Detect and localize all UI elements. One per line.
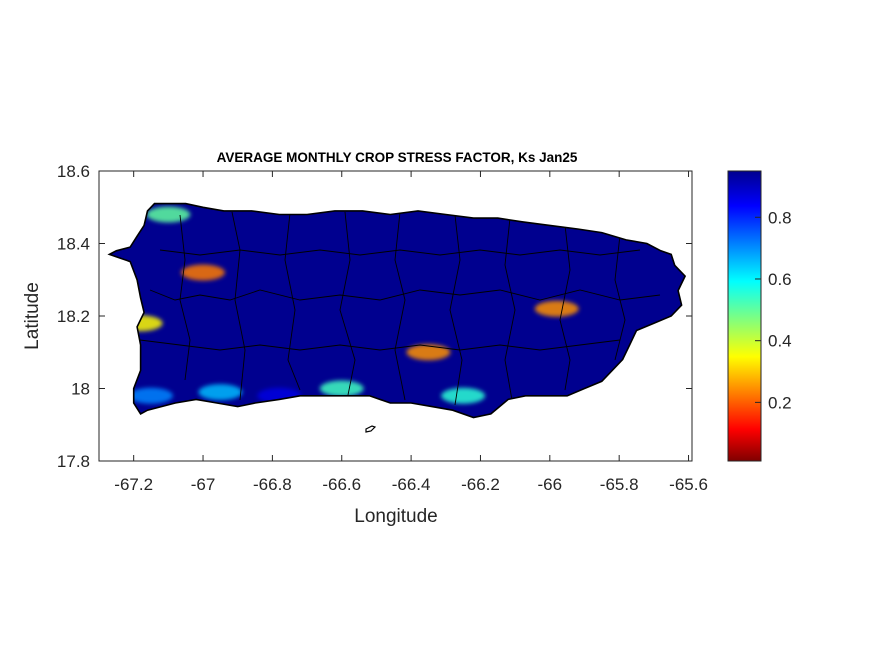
stress-hotspot xyxy=(146,206,191,223)
offshore-islet xyxy=(365,425,377,433)
y-tick-label: 18.6 xyxy=(57,162,90,181)
municipal-boundary xyxy=(394,211,406,401)
colorbar-ticks: 0.2 0.4 0.6 0.8 xyxy=(755,208,792,412)
stress-hotspots xyxy=(118,206,579,404)
y-axis: 17.8 18 18.2 18.4 18.6 xyxy=(57,162,692,471)
colorbar-gradient xyxy=(727,170,762,462)
municipal-boundary xyxy=(149,289,661,301)
colorbar-tick-label: 0.8 xyxy=(768,208,792,227)
x-tick-label: -66.2 xyxy=(461,475,500,494)
stress-hotspot xyxy=(406,344,451,361)
y-axis-label: Latitude xyxy=(22,282,43,350)
y-tick-label: 18.4 xyxy=(57,235,90,254)
municipal-boundary xyxy=(559,224,571,391)
stress-hotspot xyxy=(129,387,174,404)
municipal-boundary xyxy=(139,339,621,351)
municipal-boundary xyxy=(231,211,246,401)
x-tick-label: -67.2 xyxy=(114,475,153,494)
municipal-boundaries xyxy=(139,211,661,406)
y-tick-label: 18.2 xyxy=(57,307,90,326)
chart-title: AVERAGE MONTHLY CROP STRESS FACTOR, Ks J… xyxy=(217,150,578,165)
x-tick-label: -65.8 xyxy=(600,475,639,494)
municipal-boundary xyxy=(284,212,301,391)
municipal-boundary xyxy=(339,211,356,396)
colorbar-tick-label: 0.2 xyxy=(768,393,792,412)
x-tick-label: -65.6 xyxy=(669,475,708,494)
island-map xyxy=(107,202,687,433)
stress-hotspot xyxy=(319,380,364,397)
island-base-layer xyxy=(109,203,686,418)
municipal-boundary xyxy=(449,214,463,406)
stress-hotspot xyxy=(441,387,486,404)
colorbar-tick-label: 0.4 xyxy=(768,332,792,351)
x-tick-label: -66.6 xyxy=(322,475,361,494)
stress-hotspot xyxy=(181,264,226,281)
x-axis: -67.2 -67 -66.8 -66.6 -66.4 -66.2 -66 -65.8 -65.… xyxy=(114,171,708,494)
island-coastline xyxy=(107,202,687,419)
stress-hotspot xyxy=(534,300,579,317)
x-tick-label: -66 xyxy=(538,475,563,494)
y-tick-label: 18 xyxy=(71,380,90,399)
municipal-boundary xyxy=(504,217,516,401)
y-tick-label: 17.8 xyxy=(57,452,90,471)
x-tick-label: -67 xyxy=(191,475,216,494)
municipal-boundary xyxy=(614,234,626,361)
x-tick-label: -66.8 xyxy=(253,475,292,494)
colorbar-tick-label: 0.6 xyxy=(768,270,792,289)
plot-area xyxy=(98,170,693,462)
x-tick-label: -66.4 xyxy=(392,475,431,494)
x-axis-label: Longitude xyxy=(354,506,437,527)
colorbar: 0.2 0.4 0.6 0.8 xyxy=(727,170,792,462)
stress-hotspot xyxy=(198,384,243,401)
municipal-boundary xyxy=(179,214,191,381)
